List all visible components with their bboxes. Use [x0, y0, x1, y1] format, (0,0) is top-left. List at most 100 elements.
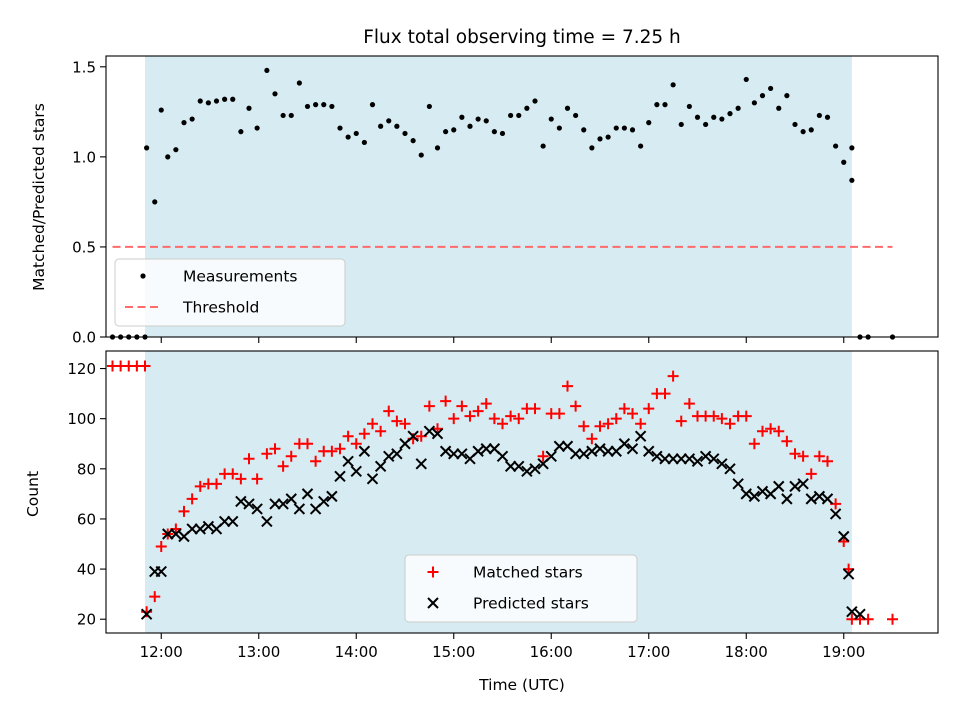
measurement-point: [313, 102, 319, 108]
predicted-star-point: [829, 508, 842, 520]
predicted-star-point: [513, 460, 525, 473]
y-axis-label-count: Count: [24, 471, 42, 517]
count-axes: 20 40 60 80 100 120 12:00 13:00 14:00 15:00 16:00 1…: [67, 350, 939, 661]
matched-star-point: [497, 418, 508, 430]
measurement-point: [670, 82, 676, 88]
measurement-point: [451, 127, 457, 133]
matched-star-point: [448, 413, 460, 425]
measurement-point: [499, 130, 506, 137]
matched-star-point: [683, 398, 695, 410]
legend-label: Measurements: [183, 268, 298, 286]
measurement-point: [197, 98, 203, 104]
matched-star-point: [748, 438, 760, 450]
matched-star-point: [562, 380, 573, 392]
predicted-star-point: [602, 445, 614, 457]
measurement-point: [345, 134, 351, 140]
measurement-point: [573, 112, 579, 119]
measurement-point: [597, 136, 603, 142]
measurement-point: [434, 145, 441, 151]
measurement-point: [564, 105, 571, 111]
y-tick-label: 20: [77, 611, 96, 629]
matched-star-point: [423, 400, 435, 412]
predicted-star-point: [423, 425, 436, 437]
matched-star-point: [667, 370, 679, 382]
matched-star-point: [440, 395, 452, 407]
predicted-star-point: [366, 473, 379, 485]
predicted-star-point: [545, 450, 557, 462]
measurement-point: [410, 138, 416, 144]
measurement-point: [711, 114, 717, 120]
predicted-star-point: [162, 528, 174, 540]
measurement-point: [508, 112, 514, 119]
measurement-point: [841, 159, 847, 165]
predicted-star-point: [235, 495, 247, 508]
matched-star-point: [797, 450, 809, 462]
matched-star-point: [594, 420, 606, 432]
measurement-point: [158, 107, 164, 113]
predicted-star-point: [586, 445, 598, 457]
predicted-star-point: [756, 485, 769, 498]
predicted-star-point: [740, 488, 752, 500]
predicted-star-point: [472, 445, 484, 457]
ratio-panel: 0.0 0.5 1.0 1.5 Matched/Predicted stars Mea…: [30, 55, 939, 347]
matched-star-point: [822, 455, 833, 467]
predicted-star-point: [716, 458, 728, 470]
measurement-point: [329, 103, 335, 110]
measurement-point: [254, 125, 260, 131]
predicted-star-point: [667, 453, 679, 465]
measurement-point: [548, 116, 554, 122]
measurement-point: [144, 145, 150, 151]
measurement-point: [849, 145, 855, 151]
predicted-star-point: [186, 523, 198, 535]
measurement-point: [646, 120, 652, 126]
x-tick-label: 12:00: [140, 643, 183, 661]
legend-box: [114, 258, 346, 327]
x-tick-label: 19:00: [822, 643, 865, 661]
x-tick-label: 15:00: [432, 643, 475, 661]
matched-star-point: [194, 480, 206, 492]
measurement-point: [532, 98, 538, 104]
matched-star-point: [399, 418, 411, 430]
matched-star-point: [781, 435, 793, 447]
predicted-star-point: [651, 450, 663, 462]
matched-star-point: [227, 468, 239, 480]
axes-frame: [105, 350, 939, 634]
y-axis-label-ratio: Matched/Predicted stars: [30, 103, 48, 291]
predicted-star-point: [227, 515, 239, 528]
measurement-point: [205, 100, 211, 106]
predicted-star-point: [243, 498, 255, 510]
measurement-point: [467, 123, 473, 129]
measurement-point: [475, 116, 481, 122]
x-tick-label: 18:00: [725, 643, 768, 661]
matched-star-point: [887, 613, 898, 625]
predicted-star-point: [358, 445, 371, 457]
predicted-star-point: [496, 450, 509, 462]
measurement-point: [824, 114, 831, 120]
ratio-axes: 0.0 0.5 1.0 1.5: [72, 55, 939, 347]
measurement-point: [751, 100, 757, 106]
predicted-star-point: [194, 523, 206, 535]
measurement-point: [418, 152, 424, 158]
ratio-series: [109, 67, 896, 340]
predicted-star-point: [326, 490, 338, 503]
predicted-star-point: [748, 490, 761, 503]
measurement-point: [321, 102, 327, 108]
measurement-point: [402, 130, 408, 137]
matched-star-point: [610, 413, 622, 425]
legend-predicted-swatch: [427, 597, 439, 609]
matched-star-point: [765, 423, 777, 435]
measurement-point: [808, 127, 814, 133]
predicted-star-point: [383, 450, 395, 462]
predicted-star-point: [456, 448, 468, 460]
measurement-point: [443, 129, 449, 135]
measurement-point: [581, 127, 587, 133]
matched-star-point: [334, 443, 346, 455]
predicted-star-point: [529, 463, 541, 475]
measurement-point: [173, 147, 179, 153]
y-tick-label: 0.0: [72, 329, 96, 347]
predicted-star-point: [838, 530, 850, 543]
predicted-star-point: [374, 460, 387, 473]
predicted-star-point: [293, 503, 306, 515]
measurement-point: [638, 143, 644, 149]
measurement-point: [246, 105, 252, 111]
